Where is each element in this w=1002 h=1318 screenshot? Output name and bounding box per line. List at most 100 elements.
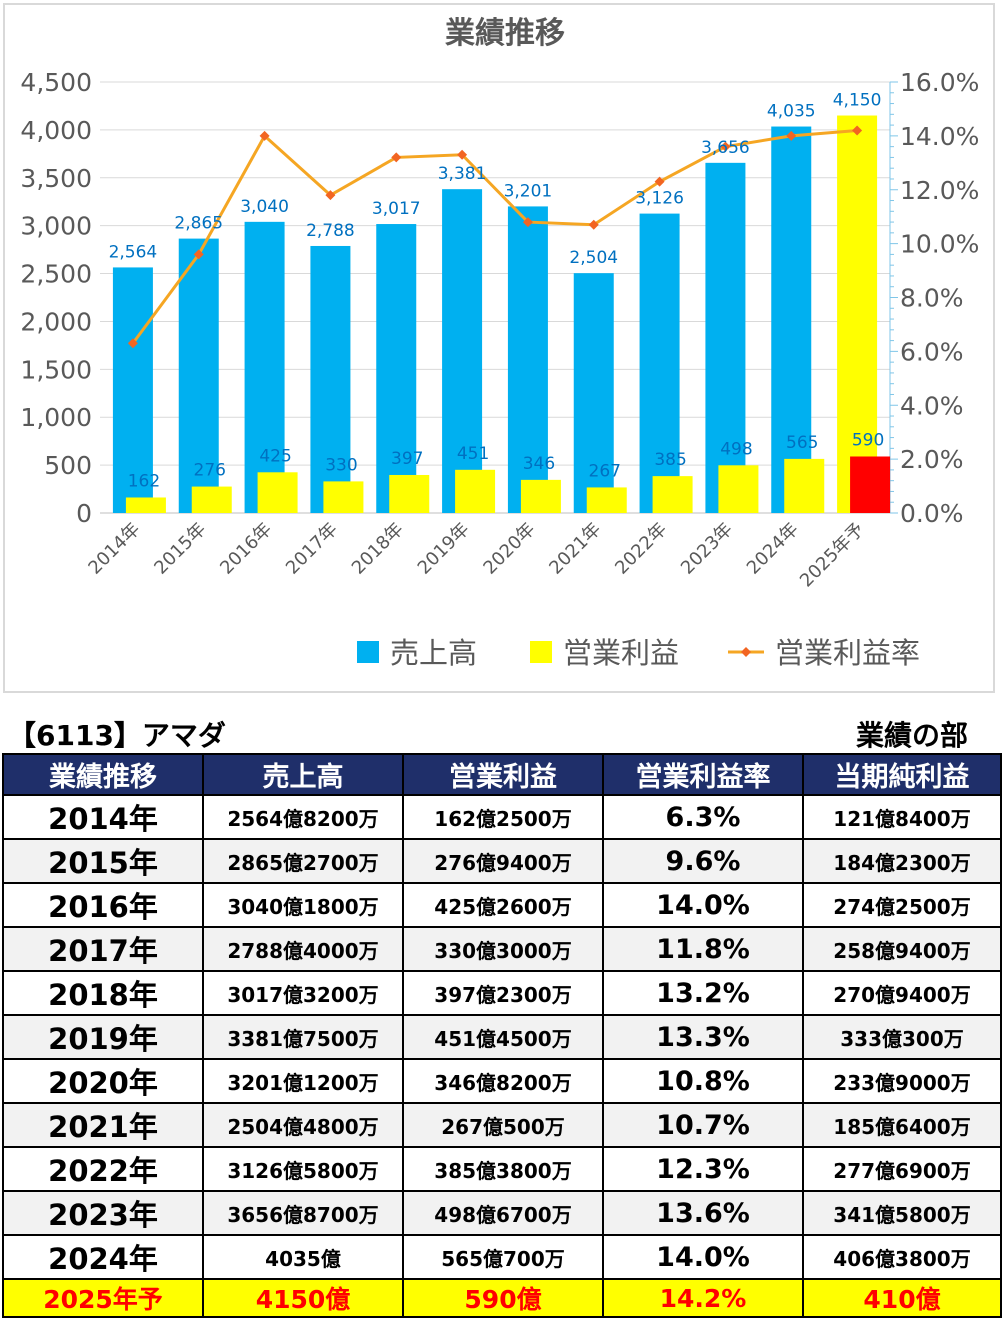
cell-operating-margin: 14.0% — [602, 882, 804, 928]
operating-margin-point — [852, 125, 863, 136]
company-title: 【6113】アマダ — [8, 719, 226, 752]
forecast-row: 2025年予 4150億 590億 14.2% 410億 — [2, 1278, 1002, 1318]
cell-sales: 2788億4000万 — [202, 926, 404, 972]
operating-margin-point — [720, 141, 731, 152]
sales-data-label: 4,035 — [767, 102, 816, 122]
sales-bar — [705, 162, 746, 514]
x-category-label: 2021年 — [545, 519, 605, 579]
y-left-tick-label: 4,000 — [20, 116, 92, 145]
sales-bar — [376, 224, 417, 513]
cell-operating-profit: 425億2600万 — [402, 882, 604, 928]
cell-operating-profit: 162億2500万 — [402, 794, 604, 840]
x-category-label: 2016年 — [216, 519, 276, 579]
cell-sales: 2865億2700万 — [202, 838, 404, 884]
cell-sales: 3040億1800万 — [202, 882, 404, 928]
operating-profit-bar — [850, 456, 891, 513]
table-row: 2018年 3017億3200万 397億2300万 13.2% 270億9400万 — [2, 970, 1002, 1016]
y-left-tick-label: 3,000 — [20, 212, 92, 241]
cell-net-income: 333億300万 — [802, 1014, 1002, 1060]
y-left-tick-label: 0 — [76, 499, 92, 528]
cell-operating-margin: 9.6% — [602, 838, 804, 884]
x-category-label: 2014年 — [84, 519, 144, 579]
x-category-label: 2023年 — [677, 519, 737, 579]
header-sales: 売上高 — [202, 753, 404, 796]
cell-operating-margin: 12.3% — [602, 1146, 804, 1192]
cell-period: 2016年 — [2, 882, 204, 928]
cell-operating-profit: 346億8200万 — [402, 1058, 604, 1104]
cell-sales: 2504億4800万 — [202, 1102, 404, 1148]
cell-operating-margin: 13.3% — [602, 1014, 804, 1060]
cell-operating-margin: 10.7% — [602, 1102, 804, 1148]
cell-period: 2017年 — [2, 926, 204, 972]
cell-operating-profit: 498億6700万 — [402, 1190, 604, 1236]
operating-profit-bar — [652, 476, 693, 513]
operating-profit-bar — [586, 487, 627, 513]
cell-sales: 3201億1200万 — [202, 1058, 404, 1104]
operating-profit-bar — [389, 474, 430, 513]
operating-profit-bar — [257, 472, 298, 513]
cell-operating-margin: 14.0% — [602, 1234, 804, 1280]
y-right-tick-label: 6.0% — [900, 337, 964, 366]
operating-margin-point — [193, 249, 204, 260]
cell-period: 2019年 — [2, 1014, 204, 1060]
cell-operating-profit: 276億9400万 — [402, 838, 604, 884]
cell-operating-profit: 267億500万 — [402, 1102, 604, 1148]
cell-period: 2024年 — [2, 1234, 204, 1280]
sales-data-label: 3,656 — [701, 138, 750, 158]
legend-swatch-profit — [530, 641, 552, 663]
y-right-tick-label: 4.0% — [900, 391, 964, 420]
operating-margin-line — [131, 128, 858, 345]
cell-operating-margin: 6.3% — [602, 794, 804, 840]
table-row: 2022年 3126億5800万 385億3800万 12.3% 277億6900万 — [2, 1146, 1002, 1192]
x-category-label: 2024年 — [743, 519, 803, 579]
cell-net-income: 121億8400万 — [802, 794, 1002, 840]
operating-profit-bar — [520, 479, 561, 513]
sales-data-label: 3,126 — [635, 189, 684, 209]
y-right-tick-label: 0.0% — [900, 499, 964, 528]
cell-operating-profit: 565億700万 — [402, 1234, 604, 1280]
legend-label-profit: 営業利益 — [563, 636, 679, 670]
sales-bar — [639, 213, 680, 513]
operating-profit-data-label: 267 — [589, 461, 621, 481]
operating-profit-data-label: 276 — [194, 461, 226, 481]
cell-operating-profit: 330億3000万 — [402, 926, 604, 972]
operating-profit-data-label: 590 — [852, 430, 884, 450]
cell-operating-margin: 14.2% — [602, 1278, 804, 1318]
operating-profit-bar — [191, 486, 232, 513]
cell-operating-margin: 13.2% — [602, 970, 804, 1016]
sales-bar — [837, 115, 878, 514]
cell-operating-profit: 590億 — [402, 1278, 604, 1318]
cell-sales: 3126億5800万 — [202, 1146, 404, 1192]
sales-data-label: 3,017 — [372, 199, 421, 219]
sales-data-label: 2,865 — [174, 214, 223, 234]
operating-profit-data-label: 346 — [523, 454, 555, 474]
y-left-tick-label: 1,000 — [20, 403, 92, 432]
cell-net-income: 258億9400万 — [802, 926, 1002, 972]
sales-data-label: 3,201 — [504, 181, 553, 201]
table-row: 2024年 4035億 565億700万 14.0% 406億3800万 — [2, 1234, 1002, 1280]
legend-marker-margin — [741, 647, 751, 657]
sales-bar — [771, 126, 812, 513]
legend-label-sales: 売上高 — [390, 636, 477, 670]
x-category-label: 2017年 — [282, 519, 342, 579]
y-left-tick-label: 2,500 — [20, 260, 92, 289]
x-category-label: 2025年予 — [796, 519, 869, 592]
sales-bar — [244, 221, 285, 513]
x-category-label: 2020年 — [479, 519, 539, 579]
table-row: 2015年 2865億2700万 276億9400万 9.6% 184億2300万 — [2, 838, 1002, 884]
operating-margin-point — [457, 149, 468, 160]
cell-sales: 3017億3200万 — [202, 970, 404, 1016]
operating-margin-point — [325, 190, 336, 201]
table-header-row: 業績推移 売上高 営業利益 営業利益率 当期純利益 — [2, 753, 1002, 796]
cell-net-income: 277億6900万 — [802, 1146, 1002, 1192]
cell-period: 2022年 — [2, 1146, 204, 1192]
table-row: 2021年 2504億4800万 267億500万 10.7% 185億6400万 — [2, 1102, 1002, 1148]
operating-margin-point — [786, 130, 797, 141]
performance-table: 業績推移 売上高 営業利益 営業利益率 当期純利益 2014年 2564億8200… — [2, 753, 1002, 1318]
cell-operating-margin: 11.8% — [602, 926, 804, 972]
sales-bar — [178, 238, 219, 513]
x-category-label: 2015年 — [150, 519, 210, 579]
sales-data-label: 2,504 — [569, 248, 618, 268]
y-right-tick-label: 10.0% — [900, 230, 979, 259]
operating-profit-data-label: 385 — [654, 450, 686, 470]
